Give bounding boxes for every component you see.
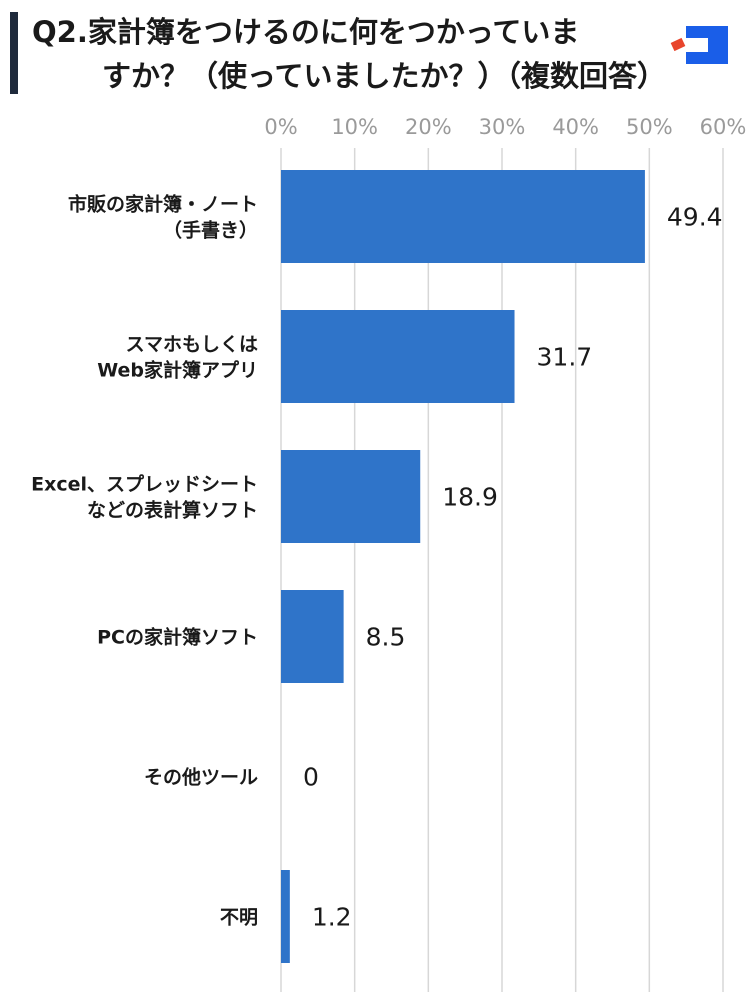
- category-label-line: PCの家計簿ソフト: [97, 626, 258, 649]
- chart-title-line-2: すか？（使っていましたか？）（複数回答）: [102, 59, 667, 93]
- bar: [281, 170, 645, 263]
- category-label-line: Excel、スプレッドシート: [31, 473, 258, 496]
- category-label-line: などの表計算ソフト: [87, 499, 258, 522]
- value-label: 18.9: [442, 483, 498, 512]
- category-label-line: その他ツール: [144, 766, 258, 789]
- x-tick-label: 0%: [264, 115, 297, 139]
- x-tick-label: 20%: [405, 115, 452, 139]
- chart-title-line-1: Q2.家計簿をつけるのに何をつかっていま: [32, 15, 580, 49]
- value-label: 0: [303, 763, 319, 792]
- category-label-line: 不明: [220, 907, 258, 929]
- value-label: 31.7: [537, 343, 593, 372]
- logo-blue-shape: [686, 26, 728, 64]
- brand-logo: [670, 26, 728, 64]
- category-label-layer: 市販の家計簿・ノート （手書き） スマホもしくは Web家計簿アプリ Excel、スプレ…: [31, 193, 258, 929]
- category-label-line: Web家計簿アプリ: [97, 359, 258, 382]
- value-label: 8.5: [366, 623, 406, 652]
- x-tick-label: 10%: [331, 115, 378, 139]
- logo-red-shape: [670, 37, 686, 52]
- category-label: その他ツール: [144, 766, 258, 789]
- bar-layer: [281, 170, 645, 963]
- x-tick-label: 30%: [479, 115, 526, 139]
- bar: [281, 870, 290, 963]
- category-label-line: 市販の家計簿・ノート: [68, 193, 258, 216]
- value-label: 49.4: [667, 203, 723, 232]
- tick-label-layer: 0% 10% 20% 30% 40% 50% 60%: [264, 115, 746, 139]
- x-tick-label: 40%: [552, 115, 599, 139]
- grid-layer: [280, 148, 724, 992]
- category-label: PCの家計簿ソフト: [97, 626, 258, 649]
- category-label: スマホもしくは Web家計簿アプリ: [97, 334, 258, 382]
- bar: [281, 310, 515, 403]
- category-label-line: スマホもしくは: [126, 334, 258, 356]
- bar: [281, 450, 421, 543]
- value-label-layer: 49.4 31.7 18.9 8.5 0 1.2: [303, 203, 723, 932]
- x-tick-label: 60%: [700, 115, 747, 139]
- category-label-line: （手書き）: [163, 219, 258, 242]
- x-tick-label: 50%: [626, 115, 673, 139]
- bar: [281, 590, 344, 683]
- category-label: 不明: [220, 907, 258, 929]
- value-label: 1.2: [312, 903, 352, 932]
- title-accent-bar: [10, 12, 18, 94]
- chart-title-block: Q2.家計簿をつけるのに何をつかっていま すか？（使っていましたか？）（複数回答…: [10, 8, 666, 100]
- category-label: 市販の家計簿・ノート （手書き）: [68, 193, 258, 242]
- category-label: Excel、スプレッドシートなどの表計算ソフト: [31, 473, 258, 522]
